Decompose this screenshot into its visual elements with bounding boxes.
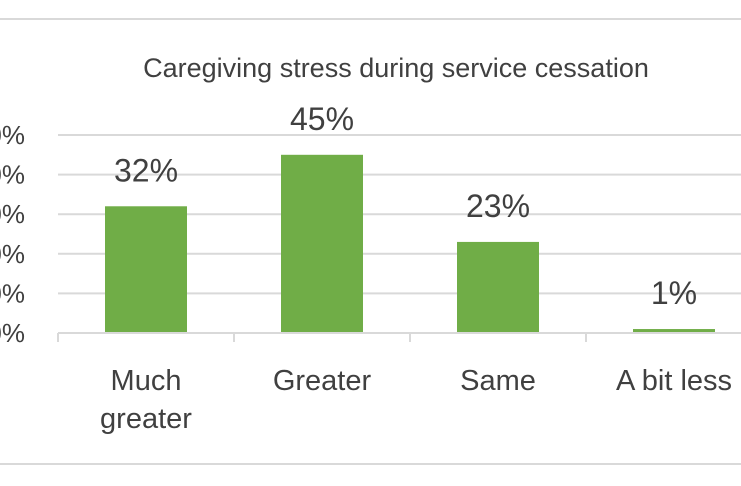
data-label: 32%	[114, 152, 178, 188]
data-labels: 32% 45% 23% 1%	[114, 101, 697, 311]
category-label: A bit less	[616, 365, 732, 397]
y-tick-label: 10%	[0, 278, 25, 308]
y-tick-label: 0%	[0, 318, 25, 348]
category-label: Same	[460, 365, 536, 397]
category-label: Greater	[273, 365, 372, 397]
data-label: 1%	[651, 275, 697, 311]
y-tick-label: 20%	[0, 239, 25, 269]
y-tick-label: 50%	[0, 120, 25, 150]
bar	[633, 329, 715, 333]
x-axis	[57, 332, 741, 342]
bars	[105, 154, 715, 333]
y-tick-label: 40%	[0, 160, 25, 190]
data-label: 45%	[290, 101, 354, 137]
data-label: 23%	[466, 188, 530, 224]
bar	[105, 206, 187, 333]
chart-title: Caregiving stress during service cessati…	[143, 53, 649, 83]
category-label: Much greater	[100, 365, 192, 435]
bar	[457, 241, 539, 333]
y-tick-label: 30%	[0, 199, 25, 229]
bar	[281, 154, 363, 333]
category-labels: Much greater Greater Same A bit less	[100, 365, 732, 435]
y-axis-tick-labels: 0% 10% 20% 30% 40% 50%	[0, 120, 25, 348]
